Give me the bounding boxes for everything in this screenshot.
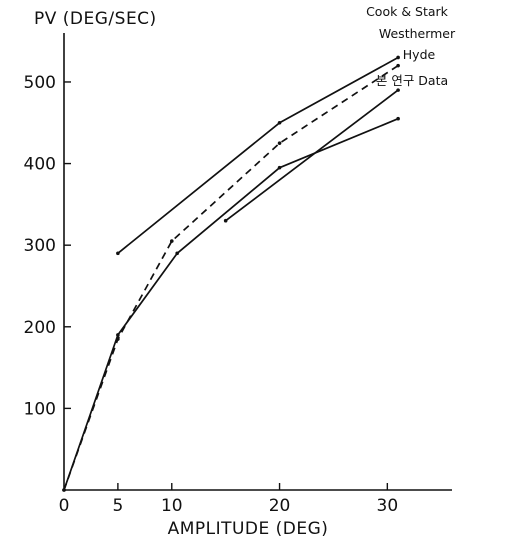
series-label-3: Hyde (403, 47, 436, 62)
x-tick-label: 0 (59, 496, 70, 516)
series-label-2: Westhermer (379, 26, 456, 41)
series-1-point (396, 55, 400, 60)
series-1-point (116, 251, 120, 256)
axes: 100 200 300 400 500 0 5 10 20 30 (24, 33, 452, 516)
series-line-2 (63, 64, 399, 491)
y-tick-label: 500 (24, 73, 56, 93)
y-tick-label: 100 (24, 399, 56, 419)
series-line-4 (63, 117, 399, 491)
y-tick-label: 400 (24, 155, 56, 175)
y-axis-title: PV (DEG/SEC) (34, 9, 157, 29)
series-2-point (277, 141, 282, 145)
x-tick-label: 5 (112, 496, 123, 516)
series-line-3 (225, 89, 399, 222)
series-layer: Cook & Stark Westhermer Hyde 본 연구 Data (62, 4, 456, 492)
series-label-4: 본 연구 Data (376, 73, 448, 88)
series-3-point (223, 218, 228, 223)
series-4-point (396, 116, 400, 121)
series-label-1: Cook & Stark (366, 4, 449, 19)
x-axis-title: AMPLITUDE (DEG) (168, 519, 329, 539)
x-tick-label: 20 (269, 496, 291, 516)
series-2-point (396, 63, 400, 68)
series-line-1 (117, 56, 399, 254)
series-3-point (396, 88, 400, 92)
x-tick-label: 30 (377, 496, 399, 516)
series-4-point (175, 251, 179, 256)
y-tick-label: 300 (24, 236, 56, 256)
series-2-point (169, 239, 174, 243)
x-tick-label: 10 (161, 496, 183, 516)
series-4-point (116, 333, 120, 337)
series-4-point (277, 165, 282, 170)
y-tick-label: 200 (24, 318, 56, 338)
series-4-point (62, 488, 66, 492)
series-1-point (277, 120, 282, 125)
